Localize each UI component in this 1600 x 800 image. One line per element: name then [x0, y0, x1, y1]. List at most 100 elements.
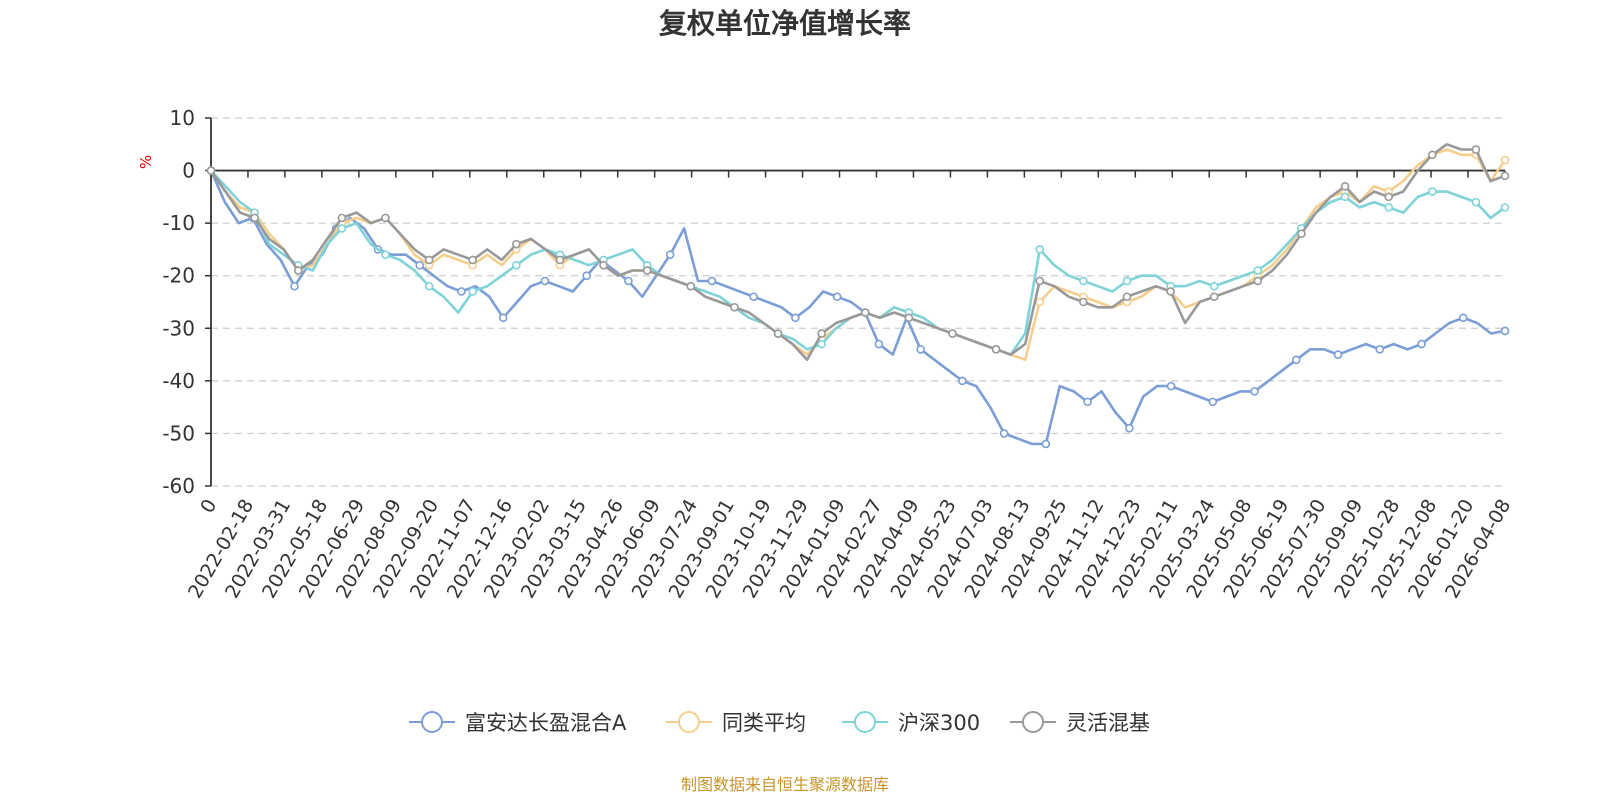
data-point — [1375, 345, 1385, 354]
data-point — [1035, 276, 1045, 286]
y-tick-label: -20 — [162, 264, 195, 288]
data-point — [337, 213, 347, 223]
data-point — [916, 345, 925, 354]
data-point — [749, 292, 758, 302]
y-tick-label: 0 — [182, 159, 195, 183]
data-point — [832, 292, 842, 302]
legend-item-2[interactable]: 沪深300 — [842, 711, 980, 735]
data-point — [1428, 150, 1437, 160]
data-point — [1041, 439, 1051, 449]
data-point — [415, 260, 425, 270]
data-point — [1122, 276, 1132, 286]
data-point — [642, 266, 652, 275]
data-point — [290, 281, 299, 291]
series-line-3 — [209, 143, 1506, 362]
data-point — [1083, 397, 1092, 407]
data-point — [791, 313, 800, 323]
data-point — [1208, 397, 1218, 407]
data-point — [817, 329, 826, 338]
data-point — [1035, 245, 1045, 254]
legend-item-0[interactable]: 富安达长盈混合A — [409, 711, 627, 735]
data-point — [948, 329, 957, 338]
legend-label: 灵活混基 — [1066, 711, 1150, 735]
data-point — [1291, 355, 1301, 365]
data-point — [991, 345, 1001, 354]
data-point — [1500, 326, 1510, 336]
data-point — [1297, 229, 1306, 238]
data-point — [958, 376, 967, 386]
data-point — [999, 429, 1009, 438]
series-line-2 — [210, 169, 1506, 356]
y-tick-label: -10 — [162, 211, 195, 235]
data-point — [665, 250, 675, 259]
series-group — [206, 143, 1510, 449]
data-point — [1125, 423, 1134, 433]
y-axis-labels: 10 0 -10 -20 -30 -40 -50 -60 — [162, 106, 195, 498]
data-point — [1253, 276, 1263, 286]
data-point — [1340, 192, 1350, 202]
data-point — [1471, 197, 1481, 207]
data-point — [1079, 297, 1088, 307]
legend-item-1[interactable]: 同类平均 — [666, 711, 806, 735]
data-point — [1340, 182, 1350, 191]
source-note: 制图数据来自恒生聚源数据库 — [681, 775, 889, 794]
data-point — [498, 313, 508, 323]
data-point — [1333, 350, 1343, 359]
data-point — [381, 213, 390, 223]
data-point — [817, 339, 826, 349]
y-tick-label: 10 — [170, 106, 195, 130]
data-point — [206, 166, 216, 175]
legend-marker-icon — [678, 711, 700, 733]
data-point — [1079, 276, 1088, 286]
legend[interactable]: 富安达长盈混合A 同类平均 沪深300 灵活混基 — [409, 711, 1150, 735]
y-tick-label: -50 — [162, 421, 195, 445]
legend-item-3[interactable]: 灵活混基 — [1010, 711, 1150, 735]
data-point — [1417, 339, 1426, 349]
y-tick-label: -30 — [162, 316, 195, 340]
data-point — [773, 329, 783, 338]
legend-marker-icon — [1022, 711, 1044, 733]
data-point — [1384, 203, 1393, 212]
data-point — [1458, 313, 1468, 323]
data-point — [1035, 297, 1045, 307]
data-point — [686, 281, 696, 291]
data-point — [1122, 292, 1132, 302]
data-point — [874, 339, 884, 349]
data-point — [1250, 387, 1259, 396]
y-axis-unit: % — [137, 155, 155, 169]
data-point — [1166, 381, 1176, 391]
x-axis-labels: 02022-02-182022-03-312022-05-182022-06-2… — [184, 496, 1515, 603]
data-point — [1209, 292, 1219, 302]
data-point — [1500, 155, 1510, 165]
legend-marker-icon — [421, 711, 443, 733]
chart-title: 复权单位净值增长率 — [659, 7, 911, 40]
data-point — [250, 213, 259, 223]
axes — [205, 117, 1506, 487]
data-point — [1428, 187, 1437, 196]
data-point — [1253, 266, 1263, 275]
data-point — [599, 260, 608, 270]
data-point — [1166, 287, 1175, 296]
data-point — [457, 287, 466, 296]
data-point — [424, 281, 434, 291]
data-point — [540, 276, 550, 286]
data-point — [624, 276, 633, 286]
data-point — [468, 255, 478, 265]
series-line-0 — [209, 170, 1506, 446]
grid-lines — [211, 117, 1505, 487]
legend-label: 富安达长盈混合A — [465, 711, 627, 735]
x-tick-label: 0 — [196, 496, 221, 517]
legend-label: 同类平均 — [722, 711, 806, 735]
data-point — [293, 266, 303, 275]
data-point — [860, 308, 870, 317]
data-point — [468, 287, 478, 296]
data-point — [555, 255, 565, 265]
data-point — [424, 255, 434, 265]
data-point — [337, 224, 347, 233]
data-point — [381, 250, 390, 259]
legend-label: 沪深300 — [898, 711, 980, 735]
data-point — [1500, 171, 1510, 181]
y-tick-label: -60 — [162, 474, 195, 498]
data-point — [1500, 203, 1510, 212]
